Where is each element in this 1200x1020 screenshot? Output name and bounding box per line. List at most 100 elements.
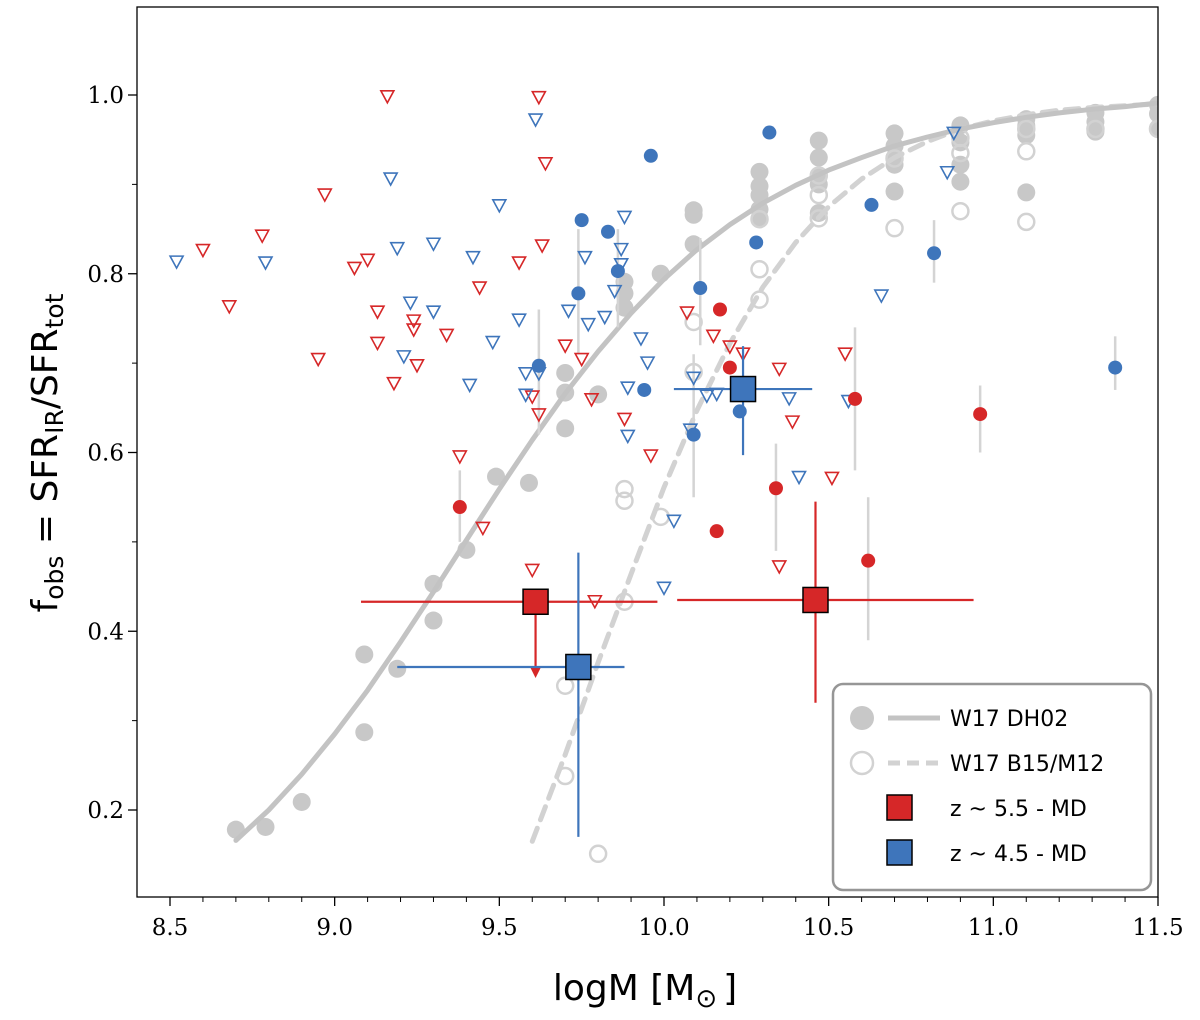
x-tick-label: 9.5	[481, 915, 518, 941]
red-upper-limit-point	[405, 323, 422, 338]
red-detection-point	[452, 500, 467, 515]
red-upper-limit-point	[771, 560, 788, 575]
red-upper-limit-point	[524, 390, 541, 405]
red-detection-point	[722, 360, 737, 375]
blue-detection-point	[693, 281, 708, 296]
legend-entry-w17-b15-m12: W17 B15/M12	[849, 750, 1104, 777]
red-upper-limit-point	[386, 376, 402, 392]
red-upper-limit-point	[537, 157, 554, 172]
red-upper-limit-point	[451, 450, 468, 465]
w17-b15-m12-point	[1017, 212, 1036, 232]
red-upper-limit-point	[524, 563, 541, 579]
red-upper-limit-point	[438, 328, 455, 344]
y-tick-label: 1.0	[87, 83, 124, 109]
blue-upper-limit-point	[873, 289, 890, 304]
y-tick-label: 0.6	[87, 441, 124, 467]
red-upper-limit-point	[221, 300, 238, 315]
x-tick-label: 11.0	[968, 915, 1019, 941]
blue-upper-limit-point	[425, 305, 442, 320]
w17-dh02-point	[750, 177, 769, 196]
legend-frame	[831, 682, 1153, 892]
blue-detection-point	[531, 358, 546, 373]
w17-dh02-point	[684, 205, 703, 224]
blue-upper-limit-point	[560, 304, 577, 319]
red-upper-limit-point	[531, 408, 547, 423]
red-upper-limit-point	[475, 521, 491, 537]
red-upper-limit-point	[642, 449, 659, 464]
w17-b15-m12-curve	[529, 101, 1158, 844]
blue-upper-limit-point	[527, 113, 544, 128]
w17-dh02-curve	[233, 100, 1158, 843]
x-tick-label: 11.5	[1132, 915, 1183, 941]
red-upper-limit-point	[316, 188, 333, 203]
red-upper-limit-point	[824, 471, 840, 487]
legend-marker-filled-circle	[850, 706, 874, 730]
legend-marker-open-circle	[849, 750, 875, 776]
legend-marker-red-square	[886, 794, 913, 821]
w17-dh02-point	[809, 148, 828, 167]
w17-dh02-point	[556, 419, 575, 438]
blue-detection-point	[864, 197, 879, 212]
w17-b15-m12-point	[1017, 119, 1036, 139]
y-axis-label: fobs = SFRIR/SFRtot	[25, 293, 69, 612]
red-upper-limit-point	[705, 329, 722, 344]
blue-upper-limit-point	[517, 388, 534, 403]
red-upper-limit-point	[254, 229, 271, 244]
legend-label: W17 DH02	[950, 707, 1068, 732]
blue-upper-limit-point	[425, 237, 442, 252]
red-upper-limit-point	[409, 359, 425, 374]
blue-detection-point	[732, 404, 747, 419]
blue-upper-limit-point	[685, 371, 702, 386]
w17-b15-m12-point	[588, 844, 608, 864]
y-tick-label: 0.4	[87, 619, 124, 645]
w17-b15-m12-point	[750, 209, 769, 229]
red-detection-point	[861, 553, 876, 568]
legend-entry-w17-dh02: W17 DH02	[850, 706, 1068, 732]
x-tick-label: 8.5	[152, 915, 189, 941]
y-tick-label: 0.8	[87, 262, 124, 288]
w17-b15-m12-point	[951, 201, 970, 221]
blue-upper-limit-point	[639, 356, 656, 371]
red-stack-square	[802, 586, 829, 614]
data-layer	[168, 89, 1158, 864]
red-upper-limit-point	[722, 340, 738, 355]
w17-dh02-point	[388, 659, 407, 678]
blue-upper-limit-point	[606, 284, 623, 300]
blue-upper-limit-point	[389, 241, 406, 257]
w17-dh02-point	[809, 131, 828, 150]
red-detection-point	[768, 481, 783, 496]
blue-detection-point	[610, 264, 625, 279]
blue-upper-limit-point	[666, 514, 682, 529]
blue-detection-point	[637, 382, 652, 397]
w17-b15-m12-point	[885, 218, 904, 238]
legend-label: z ~ 4.5 - MD	[950, 842, 1087, 867]
red-upper-limit-point	[369, 305, 386, 320]
blue-upper-limit-point	[461, 378, 478, 394]
blue-detection-point	[643, 148, 658, 163]
blue-upper-limit-point	[402, 296, 419, 311]
blue-upper-limit-point	[616, 210, 633, 226]
w17-b15-m12-point	[809, 209, 829, 228]
red-upper-limit-point	[346, 261, 363, 277]
w17-b15-m12-point	[809, 166, 829, 185]
w17-b15-m12-point	[684, 312, 703, 332]
blue-detection-point	[1108, 360, 1123, 375]
blue-detection-point	[686, 427, 701, 442]
w17-b15-m12-point	[1017, 142, 1036, 161]
w17-dh02-point	[809, 203, 828, 222]
blue-upper-limit-point	[619, 429, 636, 445]
blue-detection-point	[749, 235, 764, 250]
red-detection-point	[712, 302, 727, 317]
blue-stack-square	[565, 653, 592, 681]
red-upper-limit-point	[405, 314, 422, 329]
red-upper-limit-point	[471, 281, 488, 296]
blue-upper-limit-point	[577, 250, 593, 266]
w17-dh02-point	[951, 172, 970, 191]
blue-upper-limit-point	[791, 470, 807, 486]
blue-upper-limit-point	[633, 332, 649, 347]
blue-upper-limit-point	[596, 310, 613, 326]
w17-b15-m12-point	[1148, 119, 1158, 139]
blue-upper-limit-point	[945, 126, 962, 142]
x-tick-label: 9.0	[316, 915, 353, 941]
